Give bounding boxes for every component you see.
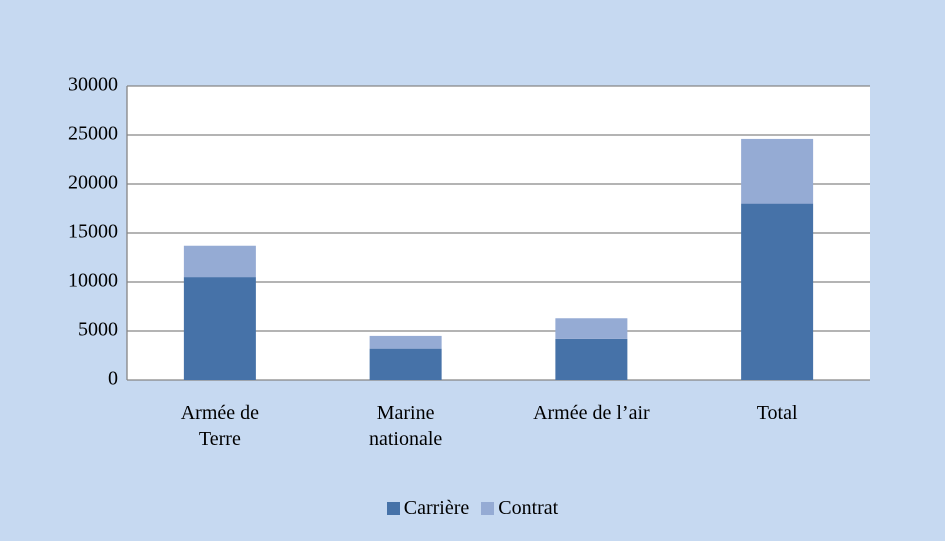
y-tick-label: 10000 <box>68 270 118 292</box>
legend-swatch <box>481 502 495 515</box>
x-tick-label: Total <box>756 402 798 424</box>
x-tick-label: Armée de l’air <box>533 402 650 424</box>
legend-label: Contrat <box>498 497 559 519</box>
legend-item: Carrière <box>386 497 470 520</box>
y-tick-label: 15000 <box>68 221 118 243</box>
bar-segment <box>741 203 814 380</box>
legend-label: Carrière <box>403 497 470 519</box>
legend-swatch <box>386 502 400 515</box>
y-tick-label: 0 <box>108 368 118 390</box>
x-tick-label: Marine nationale <box>368 402 443 450</box>
y-tick-label: 20000 <box>68 172 118 194</box>
x-tick-label: Armée de Terre <box>180 402 260 450</box>
legend: Carrière Contrat <box>0 497 945 520</box>
bar-segment <box>183 245 256 278</box>
legend-item: Contrat <box>481 497 558 520</box>
bar-segment <box>741 138 814 204</box>
bar-segment <box>369 348 442 380</box>
bar-segment <box>555 318 628 339</box>
y-tick-label: 5000 <box>78 319 118 341</box>
bar-segment <box>183 277 256 380</box>
bar-segment <box>369 335 442 349</box>
y-tick-label: 30000 <box>68 74 118 96</box>
bar-segment <box>555 338 628 380</box>
y-tick-label: 25000 <box>68 123 118 145</box>
